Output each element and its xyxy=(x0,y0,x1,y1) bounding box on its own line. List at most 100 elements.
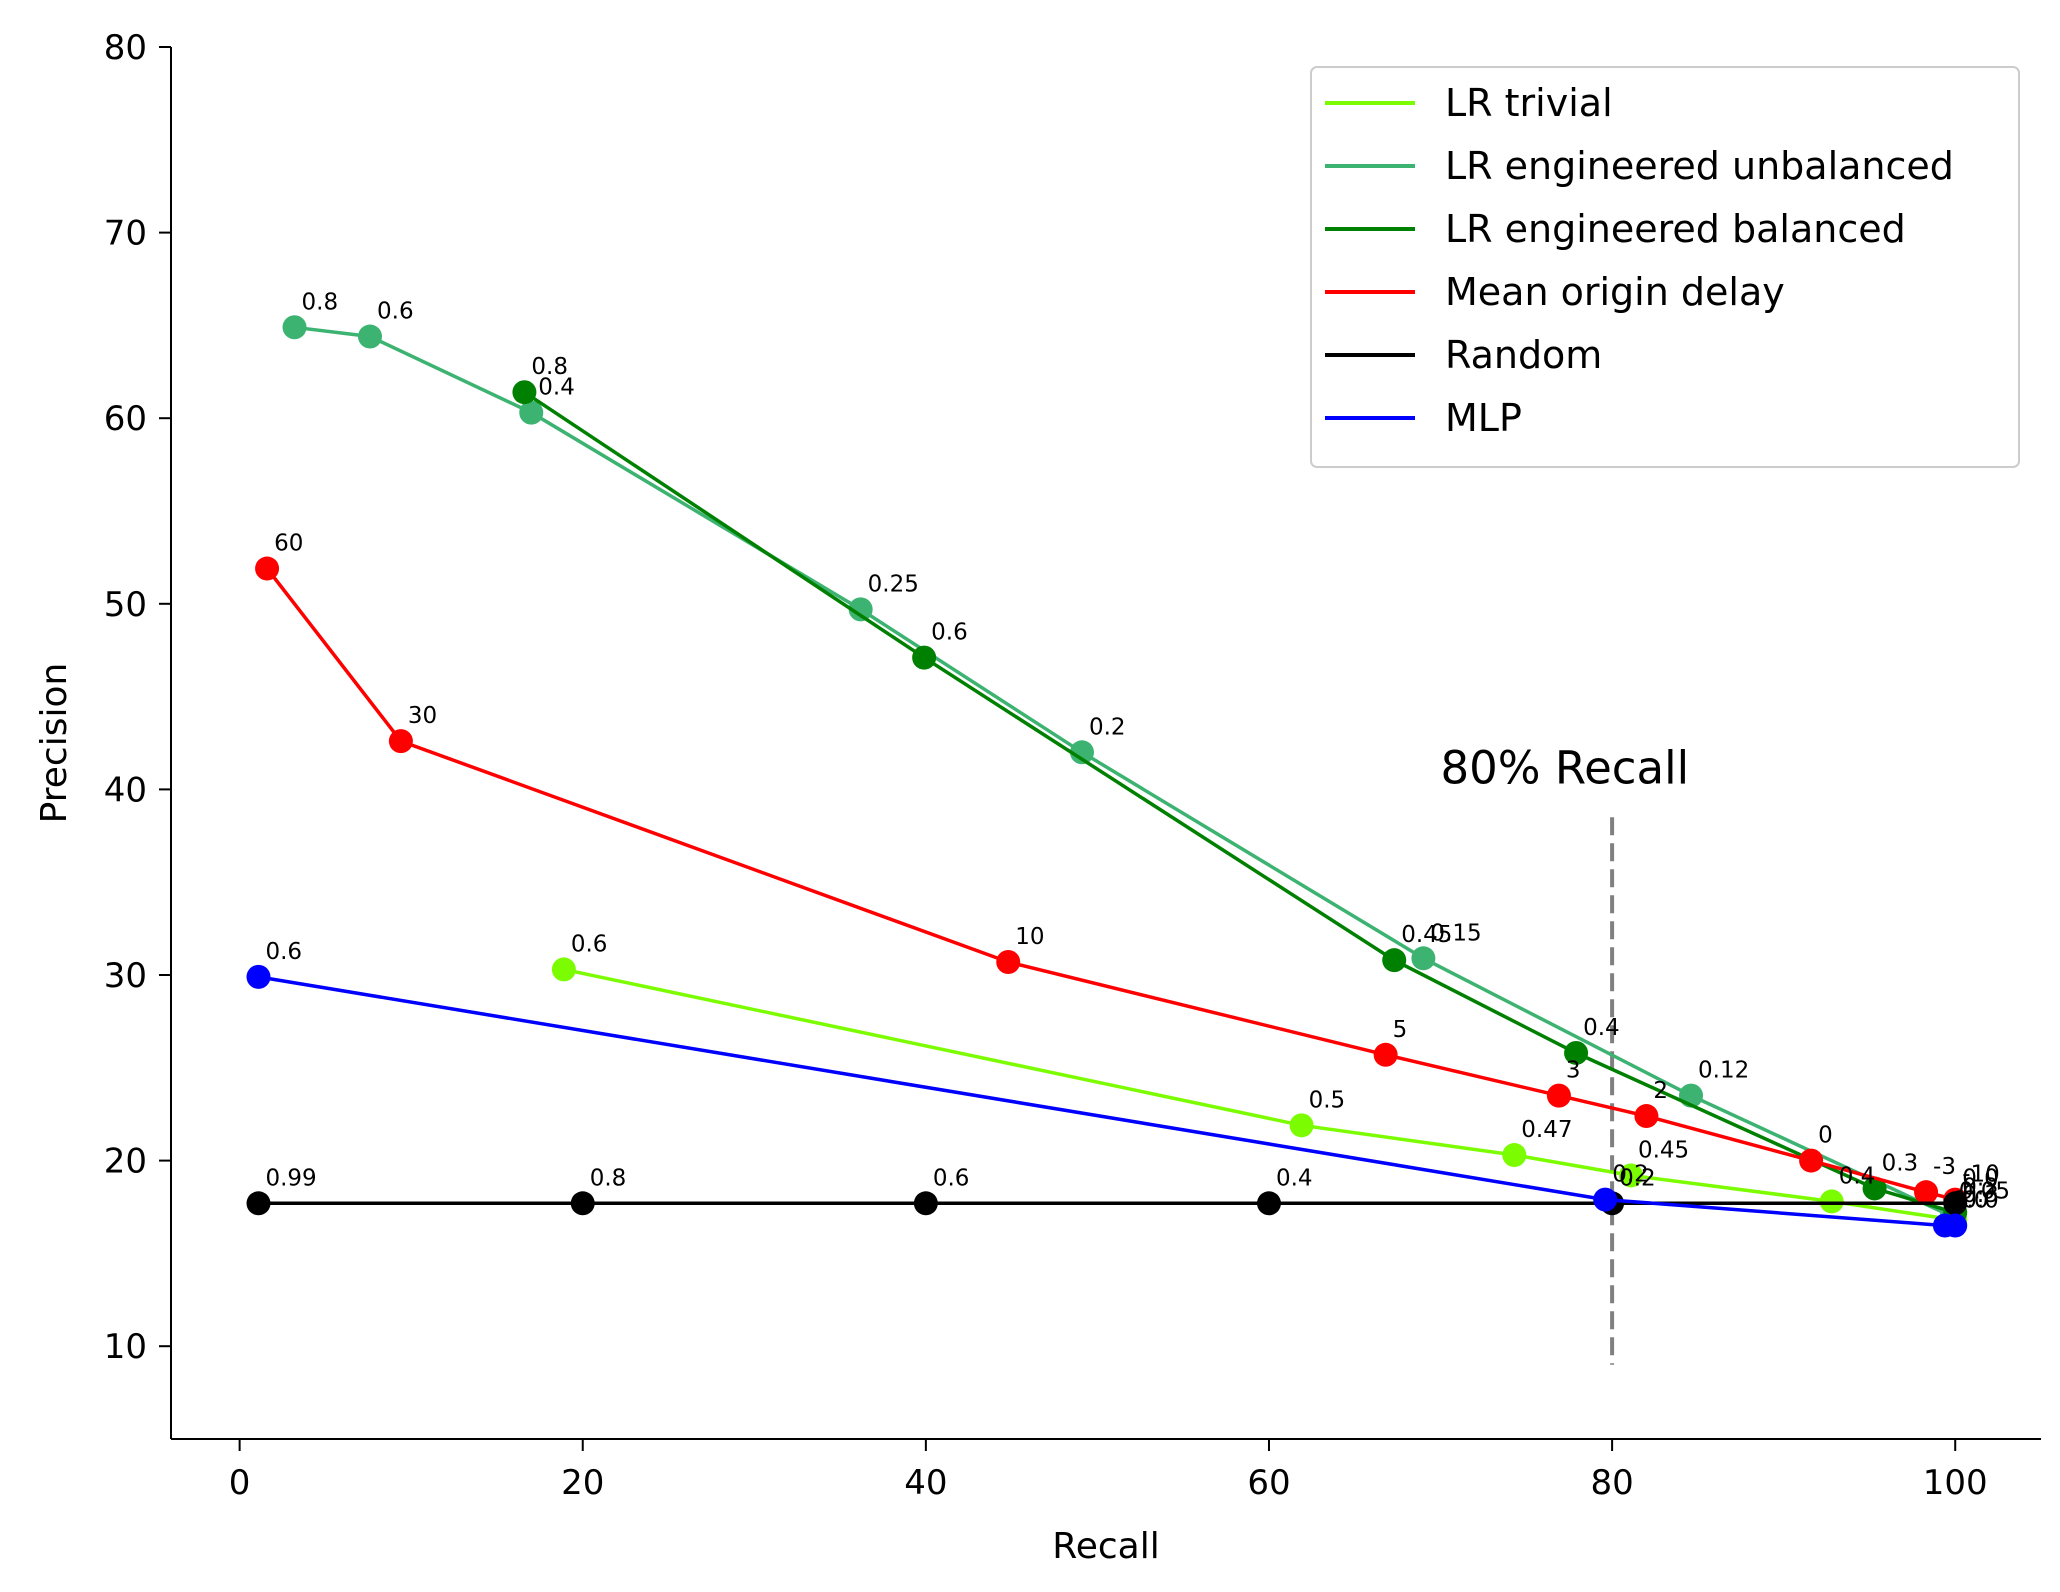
point-label-lr-engineered-balanced-3: 0.4 xyxy=(1583,1015,1620,1041)
point-mean-origin-delay-7 xyxy=(1914,1180,1939,1205)
legend-label-mean-origin-delay: Mean origin delay xyxy=(1445,270,1785,314)
series-line-lr-engineered-balanced xyxy=(523,390,1956,1215)
series-lr-engineered-balanced xyxy=(512,380,1968,1225)
x-tick-label-60: 60 xyxy=(1247,1463,1290,1503)
point-label-mean-origin-delay-5: 2 xyxy=(1653,1078,1668,1104)
point-random-2 xyxy=(913,1191,938,1216)
point-label-random-4: 0.2 xyxy=(1619,1165,1656,1191)
point-label-random-2: 0.6 xyxy=(933,1165,970,1191)
y-tick-label-30: 30 xyxy=(104,956,147,996)
point-lr-engineered-balanced-4 xyxy=(1862,1176,1887,1201)
recall-annotation: 80% Recall xyxy=(1441,741,1690,1365)
legend: LR trivial LR engineered unbalanced LR eng… xyxy=(1310,66,2020,468)
series-mlp xyxy=(246,964,1968,1238)
point-mlp-3 xyxy=(1943,1213,1968,1238)
x-axis-title: Recall xyxy=(1052,1526,1159,1567)
point-label-mean-origin-delay-0: 60 xyxy=(274,531,303,557)
point-label-mean-origin-delay-4: 3 xyxy=(1566,1058,1581,1084)
point-lr-engineered-balanced-3 xyxy=(1564,1040,1589,1065)
y-tick-label-60: 60 xyxy=(104,399,147,439)
point-mean-origin-delay-0 xyxy=(255,556,280,581)
y-tick-label-50: 50 xyxy=(104,585,147,625)
point-random-0 xyxy=(246,1191,271,1216)
point-lr-engineered-unbalanced-0 xyxy=(282,315,307,340)
point-lr-engineered-balanced-2 xyxy=(1382,948,1407,973)
point-lr-engineered-balanced-1 xyxy=(912,645,937,670)
point-label-lr-engineered-unbalanced-2: 0.4 xyxy=(538,375,575,401)
x-tick-label-40: 40 xyxy=(904,1463,947,1503)
point-label-random-0: 0.99 xyxy=(265,1165,316,1191)
y-tick-label-20: 20 xyxy=(104,1142,147,1182)
point-label-lr-engineered-unbalanced-5: 0.15 xyxy=(1430,920,1481,946)
series-line-mean-origin-delay xyxy=(265,567,1956,1202)
point-mlp-0 xyxy=(246,964,271,989)
series-line-lr-engineered-unbalanced xyxy=(294,325,1953,1218)
y-tick-label-70: 70 xyxy=(104,214,147,254)
point-label-lr-engineered-balanced-0: 0.8 xyxy=(531,354,568,380)
point-lr-engineered-unbalanced-2 xyxy=(519,400,544,425)
point-label-lr-engineered-unbalanced-0: 0.8 xyxy=(302,289,339,315)
point-label-mlp-1: 0.2 xyxy=(1612,1162,1649,1188)
series-line-lr-trivial xyxy=(563,967,1956,1222)
point-label-mean-origin-delay-1: 30 xyxy=(408,703,437,729)
point-lr-engineered-balanced-0 xyxy=(512,380,537,405)
legend-label-mlp: MLP xyxy=(1445,396,1522,440)
series-lr-trivial xyxy=(551,957,1968,1232)
point-label-mlp-2: 0.0 xyxy=(1952,1188,1989,1214)
point-lr-engineered-unbalanced-5 xyxy=(1411,946,1436,971)
point-label-lr-engineered-unbalanced-6: 0.12 xyxy=(1698,1058,1749,1084)
point-label-lr-trivial-4: 0.4 xyxy=(1839,1163,1876,1189)
point-random-3 xyxy=(1256,1191,1281,1216)
x-tick-label-80: 80 xyxy=(1590,1463,1633,1503)
series-layer xyxy=(246,315,1968,1238)
legend-label-lr-engineered-unbalanced: LR engineered unbalanced xyxy=(1445,144,1954,188)
y-tick-label-40: 40 xyxy=(104,770,147,810)
x-tick-label-100: 100 xyxy=(1923,1463,1988,1503)
point-label-random-3: 0.4 xyxy=(1276,1165,1313,1191)
point-mean-origin-delay-2 xyxy=(996,950,1021,975)
series-mean-origin-delay xyxy=(255,556,1968,1212)
point-label-random-1: 0.8 xyxy=(590,1165,627,1191)
x-tick-label-20: 20 xyxy=(561,1463,604,1503)
legend-label-random: Random xyxy=(1445,333,1602,377)
recall-annotation-label: 80% Recall xyxy=(1441,741,1690,794)
point-labels-layer: 0.60.50.470.450.40.30.8 0.60.40.250.20.15… xyxy=(265,289,2010,1213)
point-lr-trivial-4 xyxy=(1819,1189,1844,1214)
point-label-lr-engineered-balanced-5: 0.2 xyxy=(1962,1175,1999,1201)
point-lr-trivial-1 xyxy=(1289,1113,1314,1138)
point-label-mlp-0: 0.6 xyxy=(265,939,302,965)
point-random-1 xyxy=(570,1191,595,1216)
series-random xyxy=(246,1191,1968,1216)
point-label-lr-trivial-2: 0.47 xyxy=(1521,1117,1572,1143)
point-mean-origin-delay-4 xyxy=(1546,1083,1571,1108)
y-tick-label-80: 80 xyxy=(104,28,147,68)
point-label-mean-origin-delay-2: 10 xyxy=(1015,924,1044,950)
legend-label-lr-trivial: LR trivial xyxy=(1445,81,1613,125)
point-label-lr-engineered-balanced-2: 0.45 xyxy=(1401,922,1452,948)
point-label-lr-trivial-1: 0.5 xyxy=(1309,1087,1346,1113)
point-label-lr-engineered-balanced-1: 0.6 xyxy=(931,620,968,646)
x-tick-label-0: 0 xyxy=(229,1463,251,1503)
legend-box xyxy=(1310,66,2020,468)
point-mean-origin-delay-3 xyxy=(1373,1042,1398,1067)
point-mean-origin-delay-6 xyxy=(1799,1148,1824,1173)
point-label-lr-engineered-unbalanced-4: 0.2 xyxy=(1089,714,1126,740)
point-lr-engineered-unbalanced-3 xyxy=(848,597,873,622)
point-label-lr-engineered-unbalanced-7: 0.05 xyxy=(1959,1178,2010,1204)
point-label-mean-origin-delay-6: 0 xyxy=(1818,1123,1833,1149)
point-label-mlp-3: 0.0 xyxy=(1962,1188,1999,1214)
point-label-mean-origin-delay-3: 5 xyxy=(1393,1017,1408,1043)
point-label-lr-engineered-unbalanced-1: 0.6 xyxy=(377,299,414,325)
point-label-lr-engineered-balanced-4: 0.3 xyxy=(1882,1150,1919,1176)
y-tick-label-10: 10 xyxy=(104,1327,147,1367)
point-mean-origin-delay-5 xyxy=(1634,1104,1659,1129)
point-label-mean-origin-delay-8: -10 xyxy=(1962,1162,2000,1188)
y-axis-title: Precision xyxy=(34,663,75,824)
point-label-lr-engineered-unbalanced-3: 0.25 xyxy=(868,571,919,597)
point-lr-trivial-0 xyxy=(551,957,576,982)
point-random-5 xyxy=(1943,1191,1968,1216)
point-label-random-5: 0.0 xyxy=(1962,1165,1999,1191)
point-lr-trivial-2 xyxy=(1502,1143,1527,1168)
point-label-mean-origin-delay-7: -3 xyxy=(1933,1154,1956,1180)
